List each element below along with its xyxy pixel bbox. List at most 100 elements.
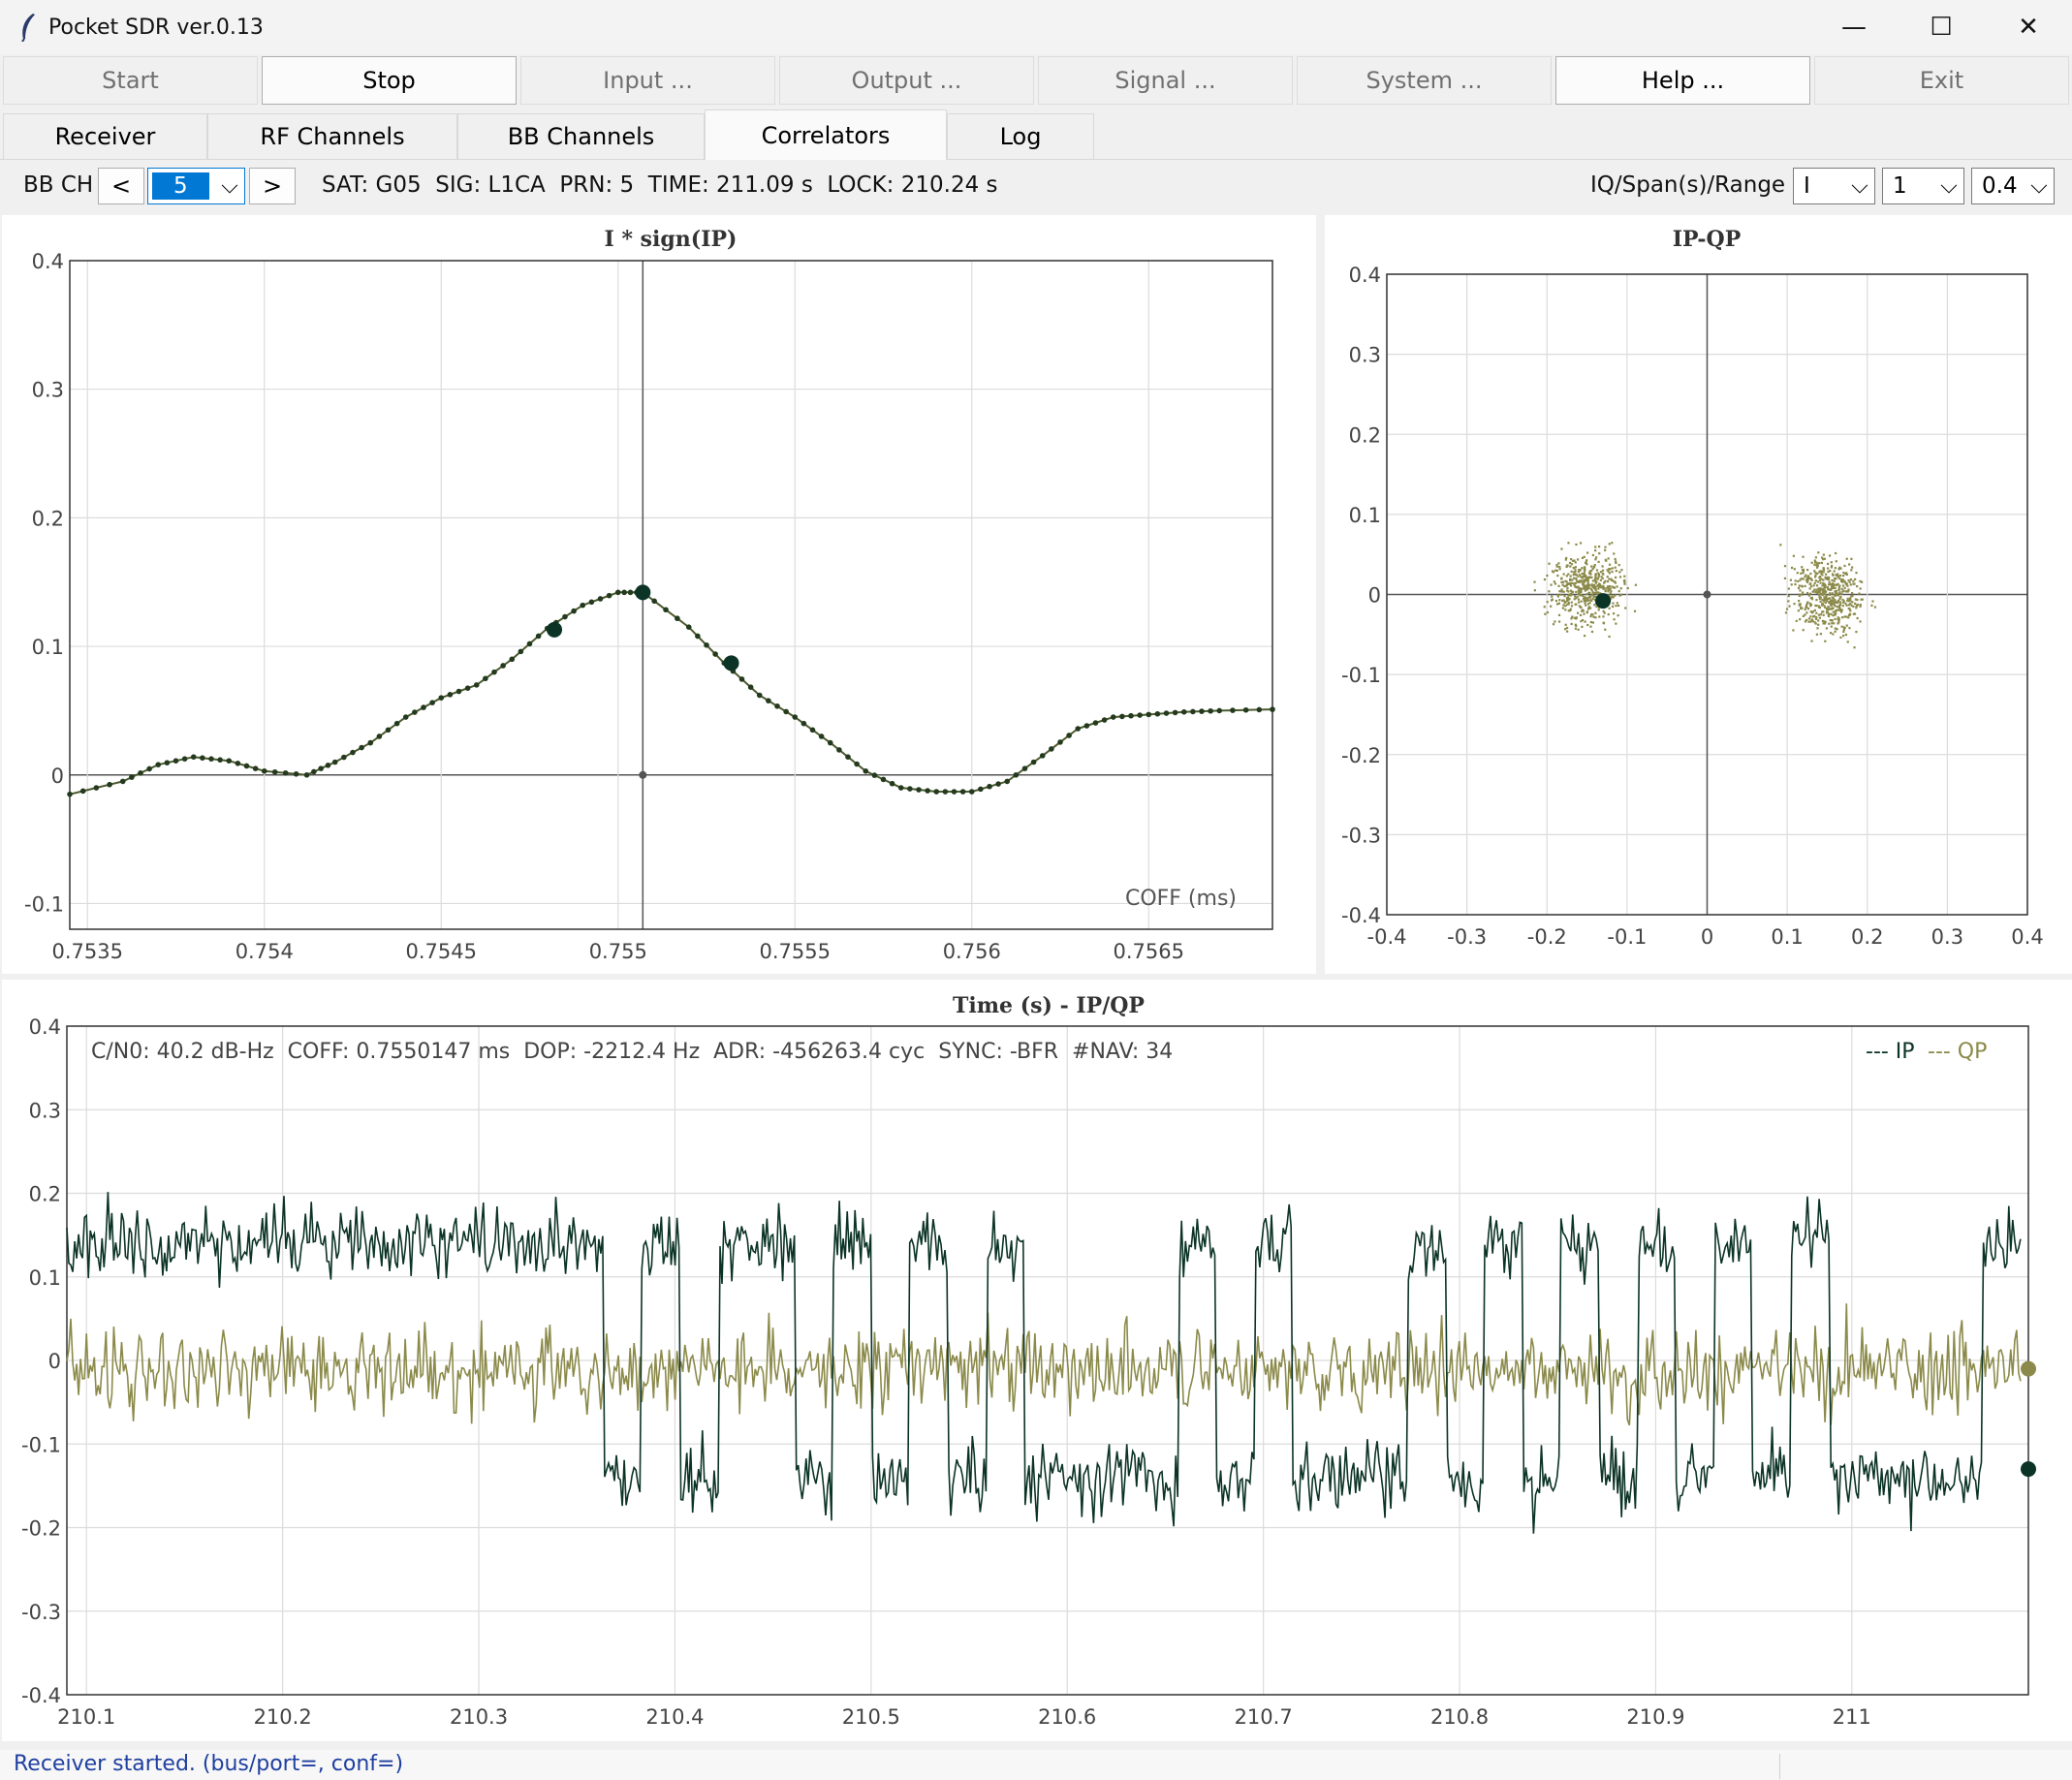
iq-sample-point (1566, 603, 1569, 606)
legend-qp: --- QP (1928, 1040, 1987, 1064)
iq-sample-point (1832, 603, 1835, 606)
start-button[interactable]: Start (3, 56, 258, 105)
iq-sample-point (1834, 630, 1837, 633)
iq-sample-point (1799, 589, 1802, 592)
iq-sample-point (1792, 629, 1795, 632)
iq-sample-point (1607, 557, 1610, 560)
correlator-point (1256, 706, 1263, 713)
iq-sample-point (1566, 589, 1569, 592)
ip-series-line (66, 1192, 2022, 1534)
minimize-button[interactable]: — (1841, 13, 1867, 42)
range-select[interactable]: 0.4 ⌵ (1971, 168, 2055, 204)
channel-select[interactable]: 5 ⌵ (147, 168, 245, 204)
iq-sample-point (1840, 587, 1843, 590)
iq-sample-point (1824, 640, 1827, 642)
correlator-point (155, 762, 162, 767)
iq-sample-point (1583, 574, 1586, 577)
iq-sample-point (1594, 616, 1597, 619)
iq-sample-point (1592, 615, 1595, 618)
iq-sample-point (1787, 595, 1790, 598)
iq-sample-point (1596, 578, 1599, 580)
prev-channel-button[interactable]: < (98, 168, 144, 204)
iq-sample-point (1831, 618, 1834, 622)
tab-log[interactable]: Log (947, 113, 1094, 159)
iq-sample-point (1574, 561, 1577, 564)
tab-receiver[interactable]: Receiver (3, 113, 207, 159)
iq-sample-point (1550, 583, 1553, 586)
stop-button[interactable]: Stop (262, 56, 517, 105)
iq-sample-point (1574, 569, 1577, 572)
iq-sample-point (1801, 566, 1804, 569)
iq-sample-point (1843, 626, 1846, 630)
iq-sample-point (1839, 579, 1843, 583)
iq-sample-point (1850, 557, 1853, 560)
next-channel-button[interactable]: > (249, 168, 296, 204)
iq-sample-point (1858, 592, 1861, 595)
origin-marker (639, 770, 647, 779)
iq-sample-point (1822, 571, 1825, 574)
iq-select[interactable]: I ⌵ (1793, 168, 1875, 204)
iq-sample-point (1807, 617, 1811, 620)
iq-sample-point (1611, 605, 1615, 609)
iq-sample-point (1841, 580, 1844, 583)
iq-sample-point (1818, 606, 1821, 609)
y-tick-label: 0.2 (1349, 423, 1381, 447)
iq-sample-point (1809, 610, 1812, 613)
iq-sample-point (1859, 587, 1862, 590)
tab-rf-channels[interactable]: RF Channels (207, 113, 457, 159)
iq-sample-point (1841, 605, 1844, 608)
correlator-point (818, 734, 825, 739)
iq-sample-point (1853, 612, 1857, 615)
iq-sample-point (1591, 553, 1595, 557)
iq-sample-point (1576, 579, 1579, 582)
system-button[interactable]: System ... (1297, 56, 1552, 105)
maximize-button[interactable]: ☐ (1930, 13, 1953, 42)
iq-sample-point (1612, 579, 1615, 582)
iq-sample-point (1817, 613, 1821, 616)
plot-frame (1386, 273, 2028, 916)
iq-sample-point (1804, 576, 1806, 578)
iq-sample-point (1839, 610, 1843, 613)
x-tick-label: 210.5 (842, 1705, 900, 1729)
y-tick-label: 0.1 (32, 636, 64, 659)
tab-correlators[interactable]: Correlators (705, 109, 947, 160)
iq-sample-point (1808, 592, 1812, 595)
iq-sample-point (1589, 625, 1592, 628)
output-button[interactable]: Output ... (779, 56, 1034, 105)
iq-sample-point (1831, 578, 1834, 582)
exit-button[interactable]: Exit (1814, 56, 2069, 105)
iq-sample-point (1581, 609, 1584, 611)
correlator-point (509, 656, 516, 663)
iq-sample-point (1821, 584, 1824, 587)
input-button[interactable]: Input ... (520, 56, 775, 105)
help-button[interactable]: Help ... (1555, 56, 1810, 105)
iq-sample-point (1802, 578, 1805, 580)
y-tick-label: 0.3 (32, 379, 64, 402)
span-select[interactable]: 1 ⌵ (1882, 168, 1964, 204)
iq-sample-point (1819, 596, 1822, 599)
feather-icon (21, 14, 35, 42)
iq-plot-title: IP-QP (1673, 227, 1741, 252)
tab-bb-channels[interactable]: BB Channels (457, 113, 705, 159)
iq-sample-point (1590, 569, 1593, 572)
iq-sample-point (1818, 593, 1821, 596)
iq-sample-point (1804, 620, 1807, 623)
iq-sample-point (1606, 576, 1609, 578)
signal-button[interactable]: Signal ... (1038, 56, 1293, 105)
iq-sample-point (1831, 592, 1834, 595)
close-button[interactable]: ✕ (2018, 13, 2039, 42)
iq-sample-point (1556, 575, 1559, 578)
iq-sample-point (1585, 584, 1587, 587)
correlator-point (747, 684, 754, 691)
iq-sample-point (1856, 616, 1859, 620)
iq-sample-point (1608, 563, 1612, 566)
iq-sample-point (1608, 607, 1611, 609)
x-tick-label: 0.755 (589, 940, 647, 963)
iq-sample-point (1562, 573, 1565, 576)
correlator-point (1172, 709, 1178, 716)
iq-sample-point (1600, 576, 1603, 578)
span-select-value: 1 (1893, 173, 1907, 199)
iq-sample-point (1602, 615, 1605, 618)
correlator-point (129, 774, 135, 780)
x-tick-label: 0.2 (1851, 925, 1883, 949)
